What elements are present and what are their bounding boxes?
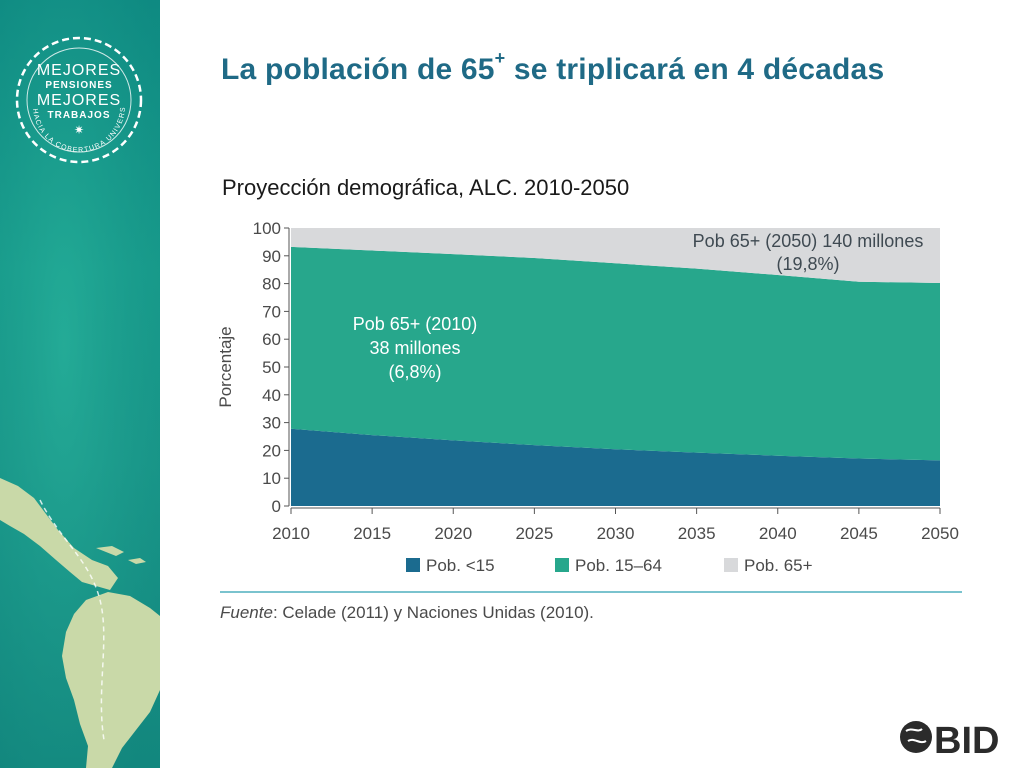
bid-text: BID (934, 720, 999, 759)
annotation-2050-line: (19,8%) (776, 254, 839, 274)
bid-logo: BID (896, 715, 1008, 762)
area-65-plus (291, 228, 940, 283)
slide-title-superscript: + (494, 48, 506, 68)
pension-logo: HACIA LA COBERTURA UNIVERSAL ✷ MEJORES P… (13, 34, 145, 166)
x-tick-label: 2020 (434, 524, 472, 543)
annotation-2010-line: (6,8%) (388, 362, 441, 382)
central-america-shape (0, 478, 118, 590)
y-tick-label: 60 (262, 330, 281, 349)
legend-label-15-64: Pob. 15–64 (575, 556, 662, 575)
chart-areas (291, 228, 940, 506)
source-label: Fuente (220, 603, 273, 622)
annotation-2010-line: Pob 65+ (2010) (353, 314, 478, 334)
caribbean-islands (96, 546, 146, 564)
y-tick-label: 80 (262, 275, 281, 294)
y-tick-label: 90 (262, 247, 281, 266)
legend-swatch-65-plus (724, 558, 738, 572)
annotation-2010-line: 38 millones (369, 338, 460, 358)
y-axis-label: Porcentaje (216, 326, 235, 407)
y-tick-label: 10 (262, 469, 281, 488)
x-tick-label: 2050 (921, 524, 959, 543)
source-text: : Celade (2011) y Naciones Unidas (2010)… (273, 603, 594, 622)
route-line (39, 499, 105, 741)
south-america-shape (62, 592, 160, 768)
x-tick-label: 2015 (353, 524, 391, 543)
source-note: Fuente: Celade (2011) y Naciones Unidas … (220, 603, 594, 622)
x-tick-label: 2010 (272, 524, 310, 543)
y-tick-label: 0 (272, 497, 281, 516)
globe-icon (900, 721, 932, 753)
chart-annotations: Pob 65+ (2010) 38 millones (6,8%) Pob 65+ (… (353, 231, 924, 382)
logo-line4: TRABAJOS (47, 110, 111, 121)
logo-star-icon: ✷ (74, 123, 84, 137)
x-tick-label: 2035 (678, 524, 716, 543)
x-tick-label: 2040 (759, 524, 797, 543)
slide-title-rest: se triplicará en 4 décadas (505, 53, 885, 86)
logo-ring: HACIA LA COBERTURA UNIVERSAL ✷ (13, 34, 143, 164)
area-15-64 (291, 246, 940, 461)
x-tick-label: 2025 (515, 524, 553, 543)
y-tick-label: 20 (262, 441, 281, 460)
logo-line2: PENSIONES (45, 80, 113, 91)
annotation-2050-line: Pob 65+ (2050) 140 millones (693, 231, 924, 251)
slide-title: La población de 65+ se triplicará en 4 d… (221, 48, 885, 87)
chart-legend: Pob. <15 Pob. 15–64 Pob. 65+ (406, 556, 813, 575)
logo-line3: MEJORES (36, 92, 122, 109)
sidebar-banner: HACIA LA COBERTURA UNIVERSAL ✷ MEJORES P… (0, 0, 160, 768)
x-axis: 2010 2015 2020 2025 2030 2035 2040 2045 2050 (272, 507, 959, 543)
y-tick-label: 100 (253, 219, 281, 238)
y-axis: 0 10 20 30 40 50 60 70 80 90 100 (253, 219, 290, 516)
logo-line1: MEJORES (36, 62, 122, 79)
y-tick-label: 50 (262, 358, 281, 377)
map-illustration (0, 0, 160, 768)
area-under-15 (291, 428, 940, 506)
slide-title-main: La población de 65 (221, 53, 495, 86)
x-tick-label: 2030 (597, 524, 635, 543)
legend-label-under-15: Pob. <15 (426, 556, 495, 575)
y-tick-label: 40 (262, 386, 281, 405)
legend-label-65-plus: Pob. 65+ (744, 556, 813, 575)
y-tick-label: 30 (262, 414, 281, 433)
chart-subtitle: Proyección demográfica, ALC. 2010-2050 (222, 175, 630, 200)
x-tick-label: 2045 (840, 524, 878, 543)
y-tick-label: 70 (262, 302, 281, 321)
legend-swatch-under-15 (406, 558, 420, 572)
legend-swatch-15-64 (555, 558, 569, 572)
